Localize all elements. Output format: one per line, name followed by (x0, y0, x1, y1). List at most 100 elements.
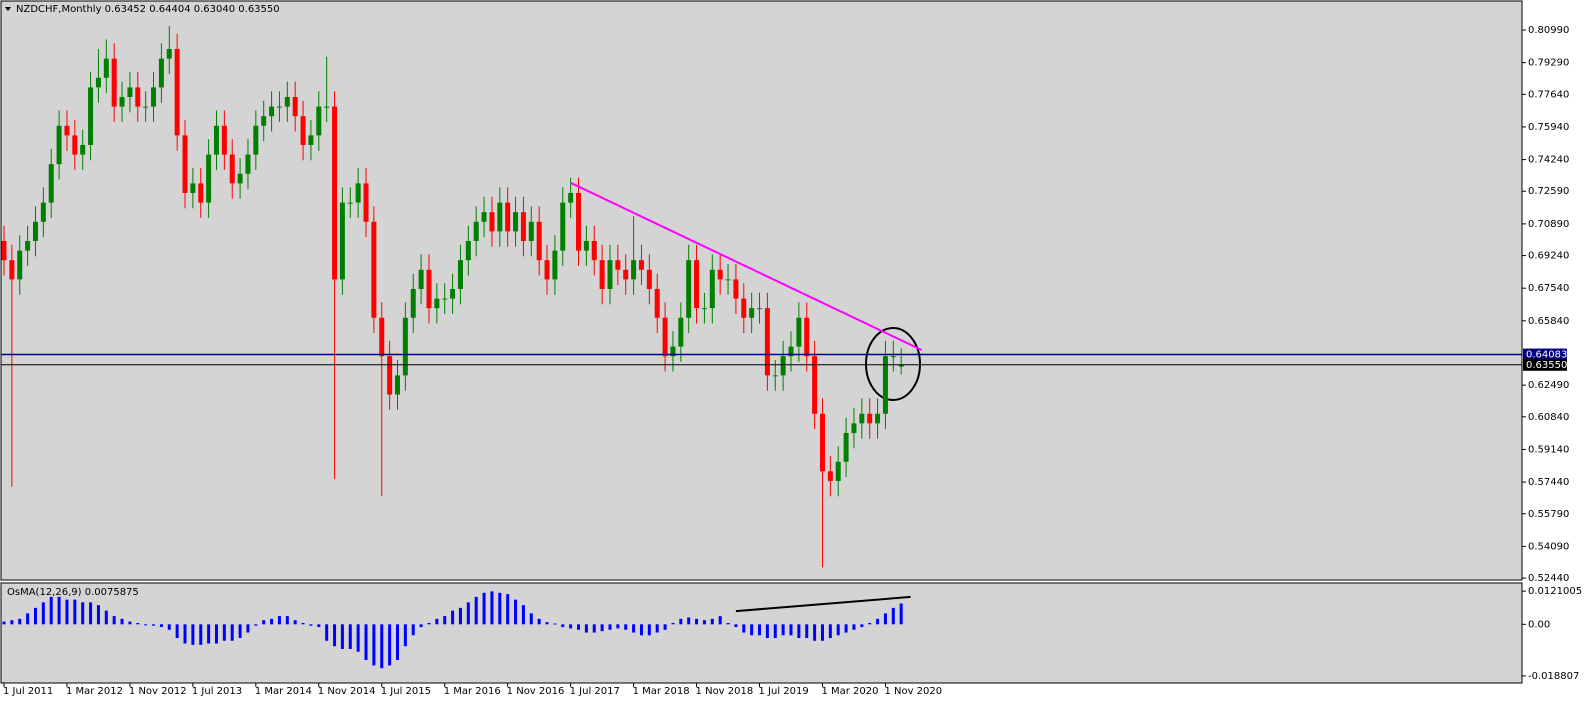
candle-body (166, 48, 172, 59)
candle-body (80, 144, 86, 155)
candle-body (300, 116, 306, 145)
x-tick-label: 1 Nov 2012 (129, 686, 187, 697)
osma-bar (710, 618, 714, 625)
indicator-panel (0, 582, 1523, 684)
osma-bar (569, 624, 573, 629)
candle-body (434, 298, 440, 309)
y-tick-label: 0.79290 (1528, 58, 1569, 69)
candle-body (749, 308, 755, 318)
candle-body (670, 346, 676, 357)
candle-body (583, 240, 589, 251)
y-tick-label: 0.57440 (1528, 477, 1569, 488)
candle-body (395, 375, 400, 395)
y-tick-label: 0.77640 (1528, 89, 1569, 100)
osma-bar (726, 622, 730, 625)
osma-bar (396, 624, 399, 660)
osma-bar (238, 624, 242, 639)
candle-body (513, 212, 519, 232)
osma-bar (104, 610, 108, 625)
candle-body (379, 317, 385, 357)
candle-body (725, 279, 731, 281)
osma-bar (285, 616, 289, 625)
osma-bar (466, 602, 470, 625)
y-tick-label: 0.72590 (1528, 186, 1569, 197)
osma-bar (411, 624, 415, 636)
candle-body (269, 106, 275, 117)
osma-bar (309, 624, 313, 626)
osma-bar (765, 624, 769, 639)
osma-bar (655, 624, 659, 633)
candle-body (332, 106, 338, 280)
candle-body (646, 269, 652, 289)
candle-body (623, 269, 629, 280)
osma-bar (18, 618, 22, 625)
candle-body (859, 413, 865, 424)
osma-bar (96, 605, 100, 625)
osma-bar (325, 624, 329, 641)
candle-body (229, 154, 235, 184)
y-tick-label: 0.80990 (1528, 25, 1569, 36)
candle-body (324, 106, 330, 108)
candle-body (190, 183, 196, 193)
candle-body (686, 260, 692, 318)
menu-arrow[interactable] (5, 7, 11, 11)
y-tick-label: 0.67540 (1528, 283, 1569, 294)
candle-body (253, 125, 259, 155)
candle-body (88, 87, 94, 145)
highlight-circle (865, 327, 921, 401)
osma-bar (317, 624, 321, 628)
osma-bar (451, 610, 455, 625)
y-tick-label: 0.65840 (1528, 316, 1569, 327)
candle-body (308, 135, 314, 145)
osma-bar (899, 603, 903, 625)
osma-bar (443, 616, 447, 625)
candle-body (56, 125, 62, 165)
osma-bar (514, 599, 518, 625)
osma-bar (152, 624, 156, 626)
osma-bar (10, 620, 14, 625)
x-tick-label: 1 Nov 2016 (507, 686, 565, 697)
candle-body (717, 269, 723, 280)
chart-title: NZDCHF,Monthly 0.63452 0.64404 0.63040 0… (16, 4, 280, 15)
osma-bar (561, 624, 565, 628)
candle-body (198, 183, 204, 203)
osma-bar (883, 613, 887, 625)
candle-body (245, 154, 251, 174)
x-tick-label: 1 Nov 2020 (884, 686, 942, 697)
osma-bar (813, 624, 817, 641)
candle-body (182, 135, 188, 193)
y-tick-label: 0.62490 (1528, 380, 1569, 391)
candle-body (1, 240, 7, 261)
osma-bar (750, 624, 754, 636)
y-tick-label: 0.69240 (1528, 251, 1569, 262)
candle-body (843, 432, 849, 462)
osma-bar (159, 624, 163, 628)
osma-bar (33, 607, 37, 625)
osma-bar (836, 624, 840, 636)
candle-body (615, 260, 621, 270)
osma-bar (65, 599, 69, 625)
osma-bar (183, 624, 187, 644)
osma-bar (175, 624, 179, 639)
osma-bar (734, 624, 738, 628)
x-tick-label: 1 Mar 2018 (633, 686, 690, 697)
candle-body (426, 269, 432, 309)
osma-bar (136, 622, 140, 625)
osma-bar (2, 621, 6, 625)
candle-body (95, 77, 101, 88)
candle-body (497, 202, 503, 232)
osma-bar (293, 620, 297, 625)
osma-bar (687, 617, 691, 625)
osma-bar (718, 616, 722, 625)
x-tick-label: 1 Mar 2014 (255, 686, 312, 697)
osma-bar (490, 591, 494, 625)
osma-bar (199, 624, 203, 645)
osma-bar (805, 624, 809, 639)
osma-bar (852, 624, 856, 630)
osma-bar (789, 624, 793, 636)
candle-body (347, 202, 353, 204)
candle-body (804, 317, 810, 357)
osma-bar (214, 624, 218, 644)
candle-body (654, 288, 660, 318)
osma-bar (876, 618, 880, 625)
